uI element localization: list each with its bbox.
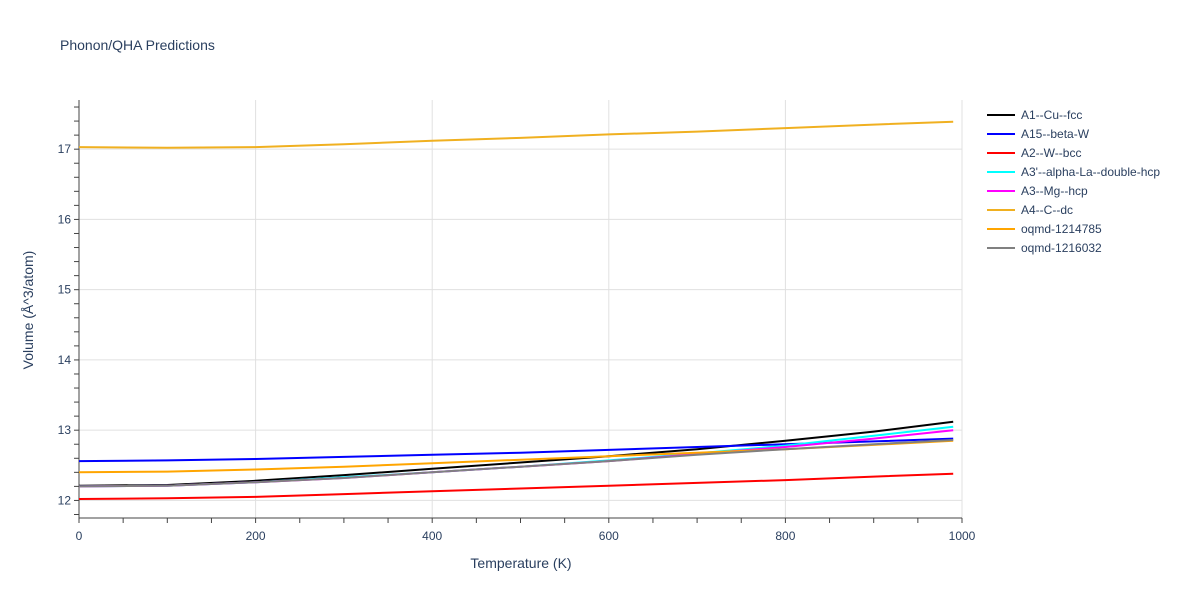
y-tick-label: 17: [58, 142, 72, 156]
y-tick-label: 16: [58, 212, 72, 226]
series-line-a3-alpha-la-double-hcp: [78, 425, 954, 488]
y-tick-label: 12: [58, 493, 72, 507]
legend-label: A2--W--bcc: [1021, 146, 1081, 160]
y-axis-label: Volume (Å^3/atom): [20, 251, 36, 370]
legend-label: A3'--alpha-La--double-hcp: [1021, 165, 1160, 179]
legend-label: A4--C--dc: [1021, 203, 1073, 217]
x-axis-label: Temperature (K): [470, 555, 571, 571]
x-tick-label: 400: [422, 529, 442, 543]
legend-label: A3--Mg--hcp: [1021, 184, 1088, 198]
legend-label: oqmd-1216032: [1021, 241, 1102, 255]
series-line-oqmd-1216032: [78, 439, 954, 488]
series-line-a4-c-dc: [78, 120, 954, 149]
legend: A1--Cu--fcc A15--beta-W A2--W--bcc A3'--alp…: [987, 108, 1160, 255]
chart-title: Phonon/QHA Predictions: [60, 37, 215, 53]
series-lines: [78, 120, 954, 500]
y-tick-label: 14: [58, 353, 72, 367]
y-tick-label: 15: [58, 283, 72, 297]
series-line-a2-w-bcc: [78, 472, 954, 500]
x-tick-label: 200: [246, 529, 266, 543]
legend-label: A1--Cu--fcc: [1021, 108, 1082, 122]
x-tick-label: 600: [599, 529, 619, 543]
series-line-a1-cu-fcc: [78, 420, 954, 487]
x-tick-label: 800: [775, 529, 795, 543]
x-tick-labels: 0 200 400 600 800 1000: [76, 529, 976, 543]
grid: [79, 100, 963, 518]
x-tick-label: 0: [76, 529, 83, 543]
y-tick-labels: 12 13 14 15 16 17: [58, 142, 72, 507]
x-tick-label: 1000: [949, 529, 976, 543]
axes: [74, 100, 963, 523]
legend-label: A15--beta-W: [1021, 127, 1090, 141]
y-tick-label: 13: [58, 423, 72, 437]
legend-label: oqmd-1214785: [1021, 222, 1102, 236]
